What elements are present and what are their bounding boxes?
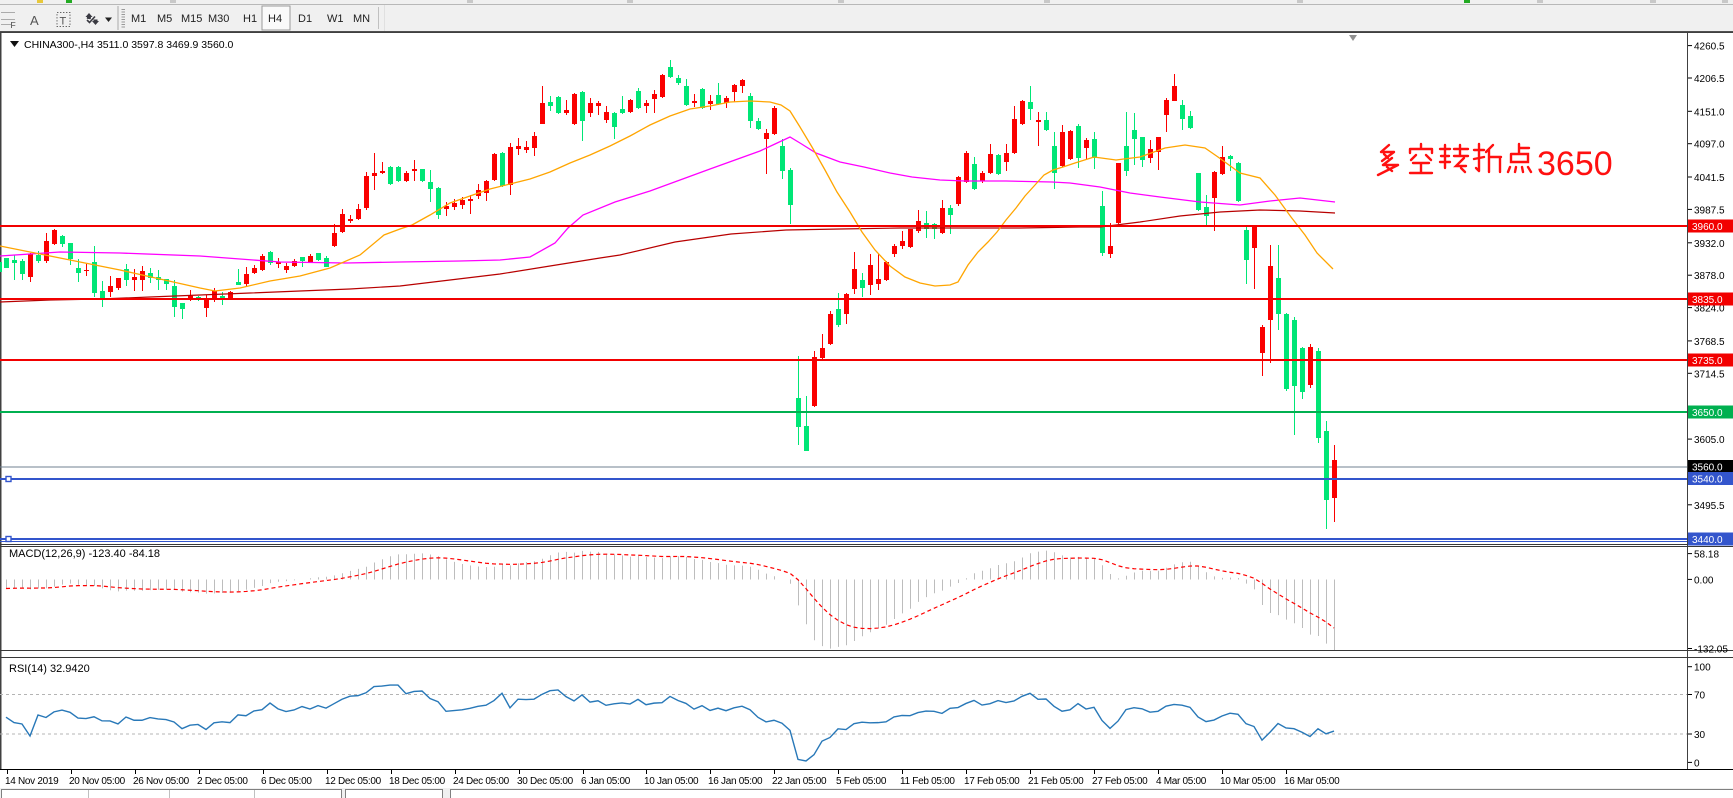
svg-text:3560.0: 3560.0 xyxy=(1692,463,1723,474)
svg-text:4 Mar 05:00: 4 Mar 05:00 xyxy=(1156,776,1207,787)
svg-text:4151.0: 4151.0 xyxy=(1694,107,1725,118)
svg-text:3650.0: 3650.0 xyxy=(1692,408,1723,419)
svg-text:3960.0: 3960.0 xyxy=(1692,222,1723,233)
svg-text:3495.5: 3495.5 xyxy=(1694,501,1725,512)
svg-text:2 Dec 05:00: 2 Dec 05:00 xyxy=(197,776,248,787)
svg-text:W1: W1 xyxy=(327,13,344,25)
svg-text:3540.0: 3540.0 xyxy=(1692,475,1723,486)
svg-text:100: 100 xyxy=(1694,663,1711,674)
svg-text:30: 30 xyxy=(1694,730,1706,741)
svg-text:3714.5: 3714.5 xyxy=(1694,369,1725,380)
svg-text:M1: M1 xyxy=(131,13,146,25)
svg-text:A: A xyxy=(30,13,39,28)
svg-text:CHINA300-,H4 3511.0 3597.8 34: CHINA300-,H4 3511.0 3597.8 3469.9 3560.0 xyxy=(24,39,234,51)
svg-text:58.18: 58.18 xyxy=(1694,550,1719,561)
svg-text:F: F xyxy=(11,20,16,30)
svg-text:6 Jan 05:00: 6 Jan 05:00 xyxy=(581,776,631,787)
svg-text:30 Dec 05:00: 30 Dec 05:00 xyxy=(517,776,574,787)
svg-text:16 Jan 05:00: 16 Jan 05:00 xyxy=(708,776,763,787)
svg-text:H1: H1 xyxy=(243,13,257,25)
svg-text:12 Dec 05:00: 12 Dec 05:00 xyxy=(325,776,382,787)
svg-text:MN: MN xyxy=(353,13,370,25)
svg-text:4041.5: 4041.5 xyxy=(1694,173,1725,184)
svg-text:5 Feb 05:00: 5 Feb 05:00 xyxy=(836,776,887,787)
svg-text:21 Feb 05:00: 21 Feb 05:00 xyxy=(1028,776,1084,787)
svg-text:3987.5: 3987.5 xyxy=(1694,205,1725,216)
svg-text:0: 0 xyxy=(1694,758,1700,769)
svg-text:MACD(12,26,9) -123.40 -84.18: MACD(12,26,9) -123.40 -84.18 xyxy=(9,548,160,560)
svg-text:10 Jan 05:00: 10 Jan 05:00 xyxy=(644,776,699,787)
svg-text:4260.5: 4260.5 xyxy=(1694,42,1725,53)
svg-text:T: T xyxy=(60,16,67,28)
svg-text:3932.0: 3932.0 xyxy=(1694,239,1725,250)
svg-text:26 Nov 05:00: 26 Nov 05:00 xyxy=(133,776,190,787)
svg-text:24 Dec 05:00: 24 Dec 05:00 xyxy=(453,776,510,787)
svg-text:3878.0: 3878.0 xyxy=(1694,271,1725,282)
svg-text:6 Dec 05:00: 6 Dec 05:00 xyxy=(261,776,312,787)
svg-text:70: 70 xyxy=(1694,691,1706,702)
svg-text:H4: H4 xyxy=(268,13,282,25)
svg-text:10 Mar 05:00: 10 Mar 05:00 xyxy=(1220,776,1276,787)
svg-text:3650: 3650 xyxy=(1537,145,1613,183)
svg-text:14 Nov 2019: 14 Nov 2019 xyxy=(5,776,59,787)
svg-text:22 Jan 05:00: 22 Jan 05:00 xyxy=(772,776,827,787)
svg-text:3440.0: 3440.0 xyxy=(1692,535,1723,546)
svg-text:M15: M15 xyxy=(181,13,202,25)
svg-text:18 Dec 05:00: 18 Dec 05:00 xyxy=(389,776,446,787)
svg-text:RSI(14) 32.9420: RSI(14) 32.9420 xyxy=(9,663,90,675)
svg-text:4097.0: 4097.0 xyxy=(1694,140,1725,151)
svg-text:4206.5: 4206.5 xyxy=(1694,74,1725,85)
svg-text:20 Nov 05:00: 20 Nov 05:00 xyxy=(69,776,126,787)
svg-text:3768.5: 3768.5 xyxy=(1694,337,1725,348)
svg-text:-132.05: -132.05 xyxy=(1694,645,1728,656)
svg-text:27 Feb 05:00: 27 Feb 05:00 xyxy=(1092,776,1148,787)
svg-text:3835.0: 3835.0 xyxy=(1692,295,1723,306)
svg-text:3824.0: 3824.0 xyxy=(1694,304,1725,315)
svg-text:3735.0: 3735.0 xyxy=(1692,356,1723,367)
svg-text:M30: M30 xyxy=(208,13,229,25)
svg-text:17 Feb 05:00: 17 Feb 05:00 xyxy=(964,776,1020,787)
svg-text:D1: D1 xyxy=(298,13,312,25)
svg-text:16 Mar 05:00: 16 Mar 05:00 xyxy=(1284,776,1340,787)
svg-text:M5: M5 xyxy=(157,13,172,25)
svg-text:0.00: 0.00 xyxy=(1694,575,1714,586)
svg-text:11 Feb 05:00: 11 Feb 05:00 xyxy=(900,776,955,787)
svg-text:3605.0: 3605.0 xyxy=(1694,435,1725,446)
